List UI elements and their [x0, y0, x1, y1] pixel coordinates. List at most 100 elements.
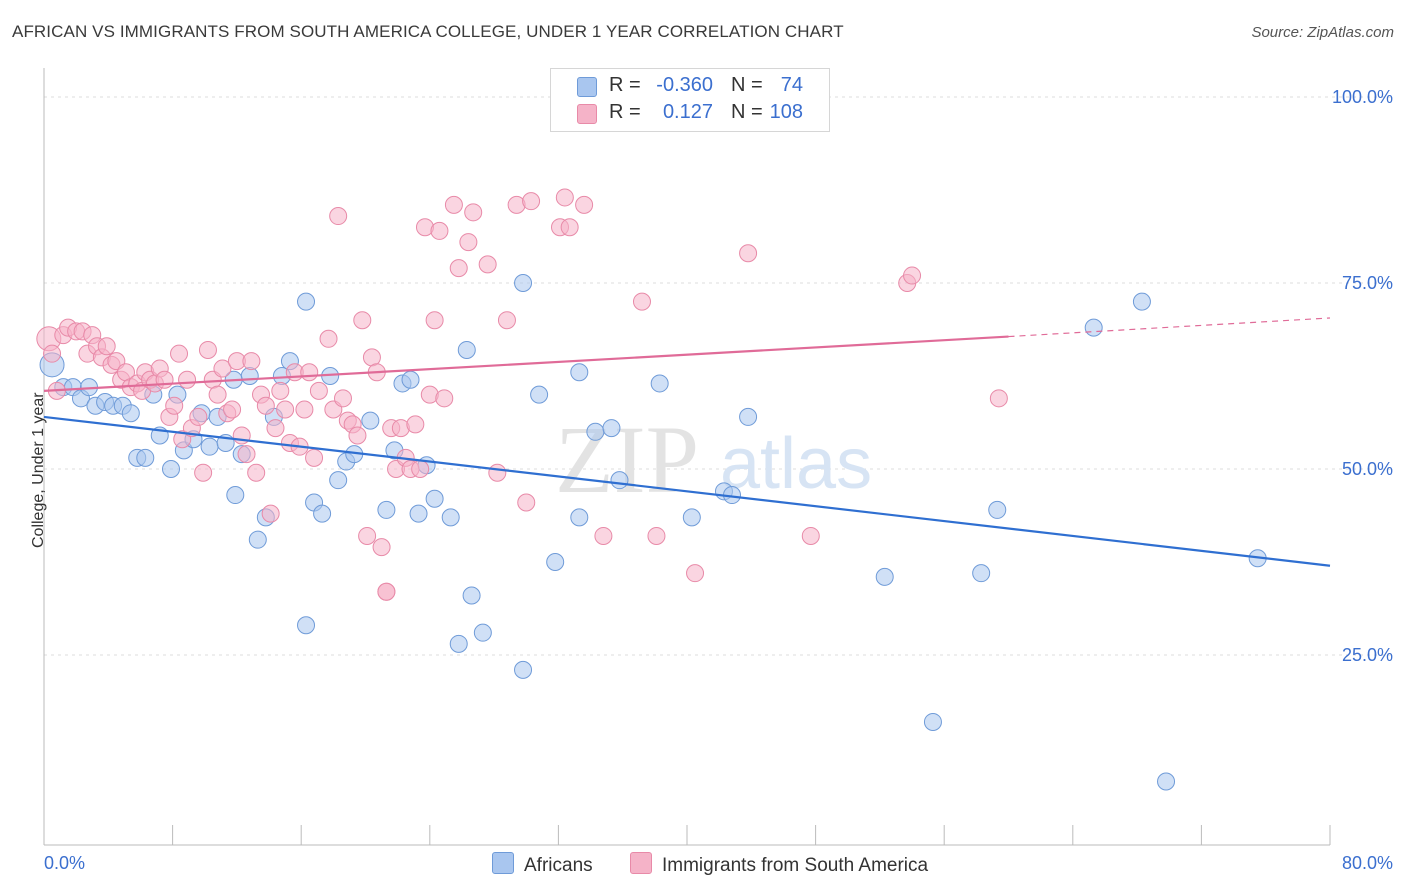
immigrants-point: [309, 381, 328, 400]
immigrants-point: [261, 504, 280, 523]
immigrants-point: [329, 207, 348, 226]
immigrants-point: [198, 340, 217, 359]
immigrants-points: [36, 88, 1008, 601]
n-label: N =: [731, 101, 763, 123]
y-axis-label: College, Under 1 year: [30, 392, 47, 548]
immigrants-point: [305, 448, 324, 467]
immigrants-point: [276, 400, 295, 419]
immigrants-point: [223, 400, 242, 419]
immigrants-trend-extension: [1008, 317, 1331, 338]
watermark-atlas: atlas: [720, 424, 872, 504]
watermark-zip: ZIP: [555, 406, 699, 513]
immigrants-point: [266, 419, 285, 438]
immigrants-point: [575, 195, 594, 214]
africans-point: [200, 437, 219, 456]
immigrants-point: [444, 195, 463, 214]
africans-point: [462, 586, 481, 605]
immigrants-point: [989, 389, 1008, 408]
africans-point: [313, 504, 332, 523]
immigrants-point: [497, 311, 516, 330]
africans-point: [401, 370, 420, 389]
africans-trend-line: [43, 415, 1331, 567]
immigrants-legend-swatch: [630, 852, 652, 874]
africans-point: [329, 471, 348, 490]
immigrants-point: [739, 244, 758, 263]
immigrants-point: [686, 564, 705, 583]
africans-point: [875, 567, 894, 586]
africans-point: [449, 634, 468, 653]
immigrants-point: [449, 259, 468, 278]
immigrants-point: [155, 370, 174, 389]
immigrants-point: [242, 352, 261, 371]
immigrants-point: [170, 344, 189, 363]
immigrants-swatch: [577, 104, 597, 124]
africans-r-value: -0.360: [656, 74, 713, 96]
immigrants-point: [594, 526, 613, 545]
africans-legend-swatch: [492, 852, 514, 874]
africans-point: [409, 504, 428, 523]
immigrants-point: [97, 337, 116, 356]
x-tick-label: 0.0%: [44, 853, 85, 873]
legend-item-immigrants[interactable]: Immigrants from South America: [630, 852, 928, 876]
africans-point: [226, 486, 245, 505]
africans-n-value: 74: [780, 74, 803, 96]
immigrants-point: [333, 389, 352, 408]
stats-legend: R = -0.360 N = 74 R = 0.127 N = 108: [550, 68, 830, 132]
africans-point: [570, 363, 589, 382]
africans-point: [988, 500, 1007, 519]
immigrants-r-value: 0.127: [662, 101, 713, 123]
immigrants-point: [425, 311, 444, 330]
africans-point: [121, 404, 140, 423]
y-tick-label: 25.0%: [1342, 645, 1393, 665]
immigrants-point: [478, 255, 497, 274]
immigrants-point: [271, 381, 290, 400]
immigrants-point: [632, 292, 651, 311]
africans-point: [530, 385, 549, 404]
immigrants-point: [647, 526, 666, 545]
africans-point: [972, 564, 991, 583]
source-label: Source: ZipAtlas.com: [1251, 24, 1394, 41]
immigrants-point: [348, 426, 367, 445]
africans-point: [425, 489, 444, 508]
africans-point: [161, 460, 180, 478]
immigrants-point: [358, 526, 377, 545]
immigrants-point: [801, 526, 820, 545]
africans-point: [361, 411, 380, 430]
r-label: R =: [609, 74, 641, 96]
immigrants-point: [555, 188, 574, 207]
y-tick-label: 50.0%: [1342, 459, 1393, 479]
y-tick-label: 100.0%: [1332, 87, 1393, 107]
immigrants-point: [411, 460, 430, 478]
immigrants-point: [165, 396, 184, 415]
r-label: R =: [609, 101, 641, 123]
africans-point: [473, 623, 492, 642]
chart-title: AFRICAN VS IMMIGRANTS FROM SOUTH AMERICA…: [12, 22, 844, 41]
africans-point: [1084, 318, 1103, 337]
immigrants-point: [194, 463, 213, 482]
immigrants-point: [522, 192, 541, 211]
immigrants-trend-line: [43, 335, 1009, 392]
immigrants-point: [353, 311, 372, 330]
n-label: N =: [731, 74, 763, 96]
immigrants-point: [488, 463, 507, 482]
africans-point: [240, 367, 259, 385]
africans-point: [739, 407, 758, 426]
africans-point: [297, 292, 316, 311]
immigrants-point: [208, 385, 227, 404]
immigrants-point: [247, 463, 266, 482]
immigrants-point: [362, 348, 381, 367]
africans-point: [923, 712, 942, 731]
immigrants-point: [517, 493, 536, 512]
immigrants-point: [319, 329, 338, 348]
africans-legend-label: Africans: [524, 855, 593, 876]
africans-point: [586, 422, 605, 441]
immigrants-point: [43, 344, 62, 363]
immigrants-point: [377, 582, 396, 601]
legend-item-africans[interactable]: Africans: [492, 852, 593, 876]
africans-point: [1132, 292, 1151, 311]
watermark: ZIP atlas: [555, 406, 872, 513]
africans-point: [682, 508, 701, 527]
stats-row-africans: R = -0.360 N = 74: [551, 74, 829, 100]
africans-point: [610, 471, 629, 490]
africans-point: [457, 340, 476, 359]
